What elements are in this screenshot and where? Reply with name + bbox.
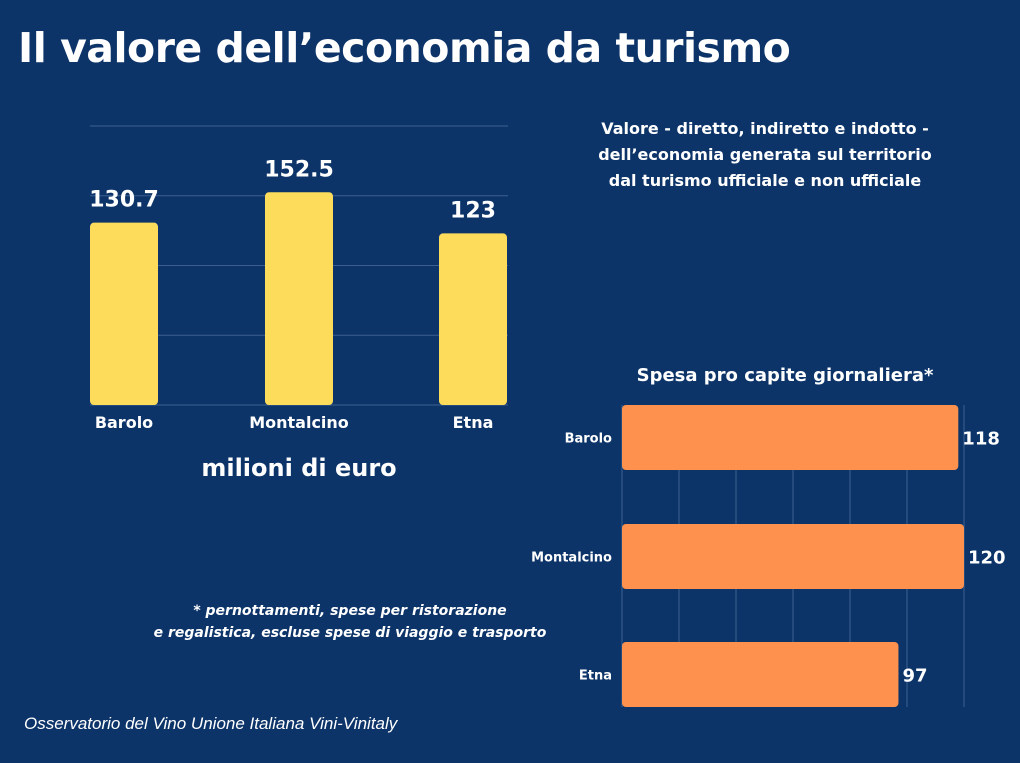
footnote-line: e regalistica, escluse spese di viaggio … — [153, 625, 547, 641]
unit-label: milioni di euro — [201, 454, 397, 482]
bar-etna — [439, 233, 507, 405]
bar-barolo — [90, 222, 158, 405]
category-label: Barolo — [565, 432, 612, 447]
category-label: Etna — [579, 669, 612, 684]
source-credit: Osservatorio del Vino Unione Italiana Vi… — [24, 714, 398, 733]
bar-montalcino — [622, 524, 964, 589]
bar-etna — [622, 642, 899, 707]
data-label: 97 — [902, 666, 927, 687]
data-label: 130.7 — [89, 188, 159, 213]
footnote: * pernottamenti, spese per ristorazione … — [140, 600, 560, 644]
category-label: Etna — [453, 413, 494, 432]
category-label: Montalcino — [531, 551, 612, 566]
footnote-line: * pernottamenti, spese per ristorazione — [193, 603, 507, 619]
data-label: 118 — [962, 429, 1000, 450]
category-label: Montalcino — [249, 413, 349, 432]
bar-montalcino — [265, 192, 333, 405]
subtitle-line: dal turismo ufficiale e non ufficiale — [608, 171, 922, 190]
page-title: Il valore dell’economia da turismo — [18, 24, 791, 72]
subtitle-line: dell’economia generata sul territorio — [598, 145, 932, 164]
data-label: 120 — [968, 548, 1006, 569]
category-label: Barolo — [95, 413, 153, 432]
subtitle-line: Valore - diretto, indiretto e indotto - — [601, 119, 929, 138]
bar-barolo — [622, 405, 959, 470]
horizontal-chart-title: Spesa pro capite giornaliera* — [636, 365, 934, 386]
data-label: 152.5 — [264, 157, 334, 182]
data-label: 123 — [450, 198, 496, 223]
chart-subtitle: Valore - diretto, indiretto e indotto - … — [570, 116, 960, 194]
